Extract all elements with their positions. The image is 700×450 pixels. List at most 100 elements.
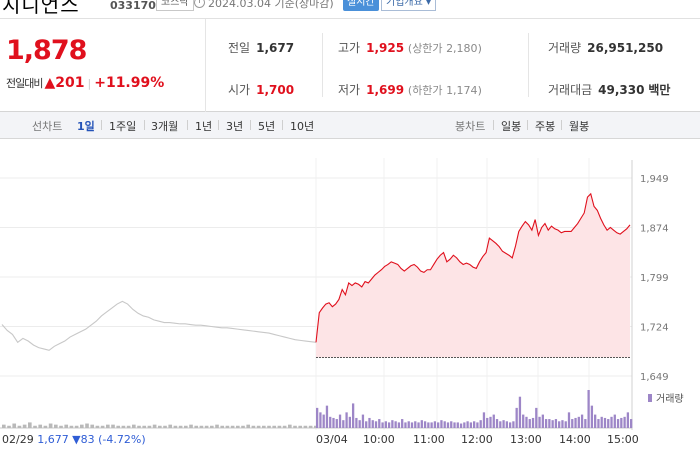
volume-bar [308,425,313,428]
volume-bar [342,420,345,428]
volume-bar [168,424,173,428]
upper-limit-value: 2,180 [446,42,478,55]
volume-bar [417,422,420,428]
volume-bar [220,425,225,428]
volume-bar [298,425,303,428]
company-info-button[interactable]: 기업개요 ▾ [381,0,436,11]
current-price-box: 1,878 전일대비 ▲201 | +11.99% [0,19,206,112]
stat-unit: 백만 [648,83,671,97]
volume-bar [325,405,329,428]
tab-3-years[interactable]: 3년 [226,120,244,133]
volume-bar [613,414,616,428]
volume-bar [348,416,351,428]
volume-bar [69,425,74,428]
summary-segment: 02/29 [2,433,34,446]
tab-daily-candle[interactable]: 일봉 [501,120,522,133]
volume-bar [554,419,558,428]
volume-bar [80,424,84,428]
chart-period-tabs: 선차트 1일 1주일 3개월 1년 3년 5년 10년 봉차트 일봉 주봉 월봉 [0,112,700,139]
volume-bar [594,414,597,428]
volume-bar [512,421,515,428]
tab-3-months[interactable]: 3개월 [151,120,179,133]
volume-bar [531,417,535,428]
volume-bar [147,425,152,428]
volume-bar [466,421,469,428]
volume-bar [64,424,69,428]
volume-bar [443,421,446,428]
base-date: 2024.03.04 기준(장마감) [208,0,334,10]
volume-bar [251,425,256,428]
realtime-button[interactable]: 실시간 [343,0,379,11]
price-change-row: 전일대비 ▲201 | +11.99% [6,75,164,91]
volume-bar [482,412,486,428]
volume-bar [610,416,613,428]
tab-10-years[interactable]: 10년 [290,120,315,133]
stat-label: 시가 [228,83,251,97]
volume-bar [630,419,633,428]
tab-1-day[interactable]: 1일 [77,120,95,133]
volume-bar [355,417,358,428]
stat-value: 1,700 [256,83,295,97]
volume-bar [450,421,453,428]
y-tick-label: 1,799 [640,273,669,284]
volume-bar [374,421,378,428]
volume-bar [607,419,610,428]
volume-bar [361,414,365,428]
volume-bar [256,425,261,428]
tab-weekly-candle[interactable]: 주봉 [535,120,556,133]
y-tick-label: 1,649 [640,372,669,383]
y-tick-label: 1,874 [640,224,669,235]
volume-bar [17,425,22,428]
volume-bar [173,425,178,428]
tab-divider [250,120,251,130]
volume-bar [401,419,404,428]
clock-icon [194,0,205,8]
volume-bar [427,422,430,428]
change-label: 전일대비 [6,77,43,90]
tab-1-year[interactable]: 1년 [195,120,213,133]
volume-bar [505,421,508,428]
stat-label: 전일 [228,41,251,55]
volume-bar [316,407,319,428]
tab-5-years[interactable]: 5년 [258,120,276,133]
volume-bar [384,421,387,428]
volume-bar [210,425,214,428]
change-value: 201 [55,75,85,91]
stat-prev-close: 전일 1,677 [228,39,294,56]
volume-bar [28,422,32,428]
upper-limit-label: 상한가 [412,42,443,55]
current-price: 1,878 [6,35,87,66]
volume-bar [322,414,325,428]
stat-low: 저가 1,699 (하한가 1,174) [338,81,482,98]
volume-bar [437,422,440,428]
x-tick-label: 03/04 [316,433,348,446]
tab-monthly-candle[interactable]: 월봉 [569,120,590,133]
volume-chart: 거래량 [0,390,684,429]
volume-bar [453,422,456,428]
volume-bar [132,424,136,428]
volume-bar [486,417,489,428]
tab-divider [527,120,528,130]
volume-bar [420,420,423,428]
volume-bar [204,425,209,428]
volume-bar [178,425,183,428]
volume-bar [293,425,297,428]
volume-bar [515,407,518,428]
stat-volume: 거래량 26,951,250 [548,39,663,56]
volume-bar [616,419,620,428]
volume-bar [548,419,551,428]
volume-bar [580,414,584,428]
tab-divider [493,120,494,130]
volume-bar [538,416,541,428]
volume-bar [189,424,193,428]
volume-bar [394,421,397,428]
volume-bar [387,422,391,428]
volume-legend-label: 거래량 [656,393,684,405]
volume-bar [440,420,443,428]
tab-1-week[interactable]: 1주일 [109,120,137,133]
candle-chart-label: 봉차트 [455,120,486,133]
volume-bar [423,421,427,428]
stat-value: 1,677 [256,41,295,55]
stat-value: 26,951,250 [587,41,664,55]
volume-bar [358,420,361,428]
